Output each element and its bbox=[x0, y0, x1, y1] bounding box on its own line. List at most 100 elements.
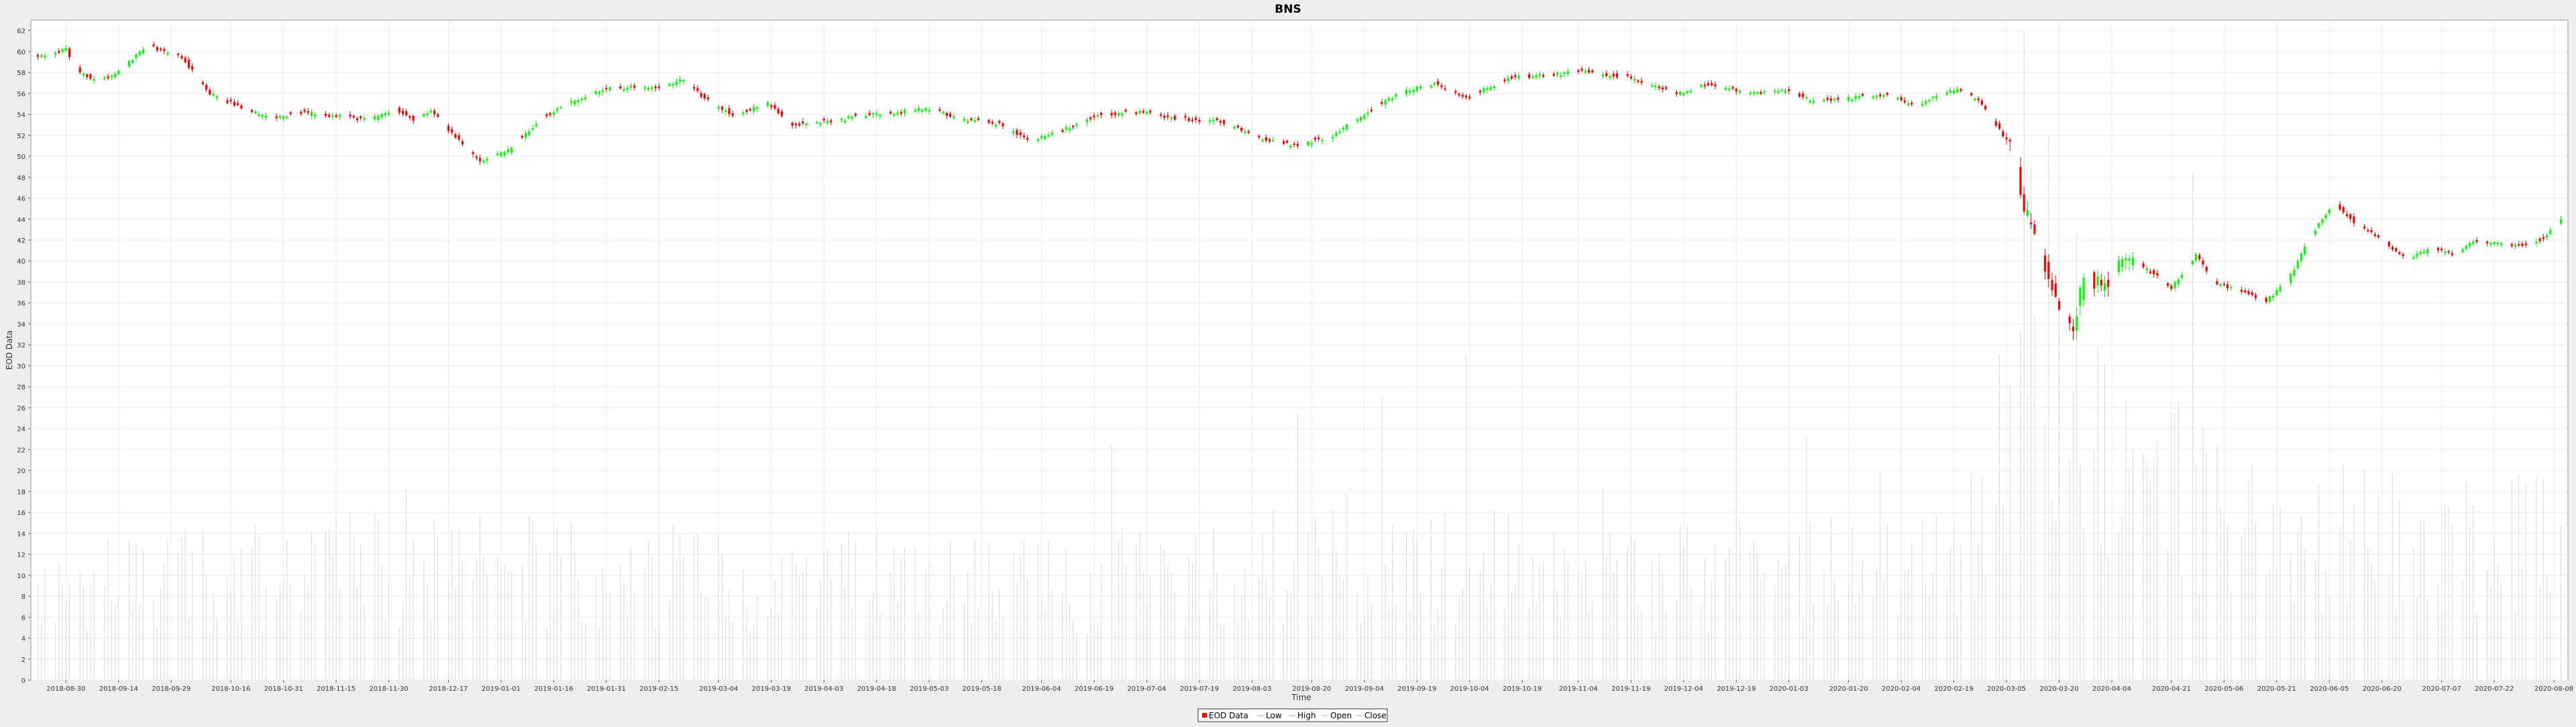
candle-body bbox=[2367, 230, 2369, 231]
y-tick-label: 14 bbox=[17, 530, 25, 538]
candle-body bbox=[766, 102, 769, 107]
y-tick-label: 18 bbox=[17, 489, 25, 496]
candle-body bbox=[2096, 276, 2099, 286]
candle-body bbox=[2447, 251, 2450, 253]
candle-body bbox=[2510, 243, 2513, 246]
candle-body bbox=[1440, 85, 1443, 87]
candle-body bbox=[728, 108, 731, 115]
candle-body bbox=[1872, 96, 1874, 99]
x-tick-label: 2020-01-03 bbox=[1770, 685, 1809, 693]
candle-body bbox=[1812, 101, 1815, 103]
candle-body bbox=[138, 52, 141, 56]
candle-body bbox=[1563, 72, 1566, 74]
candle-body bbox=[545, 114, 548, 117]
legend-label: EOD Data bbox=[1209, 711, 1248, 720]
candle-body bbox=[1212, 119, 1215, 122]
candle-body bbox=[647, 88, 650, 90]
candle-body bbox=[454, 133, 457, 138]
candle-body bbox=[1935, 96, 1938, 99]
candle-body bbox=[731, 113, 734, 116]
candle-body bbox=[1286, 140, 1289, 143]
candle-body bbox=[770, 105, 773, 107]
candle-body bbox=[254, 111, 257, 113]
candle-body bbox=[184, 58, 186, 62]
candle-body bbox=[1167, 115, 1169, 117]
candle-body bbox=[1903, 100, 1906, 103]
candle-body bbox=[2472, 241, 2475, 244]
candle-body bbox=[2398, 251, 2401, 254]
candle-body bbox=[1412, 89, 1415, 93]
candle-body bbox=[1823, 99, 1825, 101]
candle-body bbox=[86, 74, 89, 77]
candle-body bbox=[1096, 115, 1099, 117]
candle-body bbox=[1678, 92, 1682, 95]
candle-body bbox=[2475, 240, 2478, 242]
candle-body bbox=[215, 96, 218, 99]
x-tick-label: 2018-11-30 bbox=[369, 685, 408, 693]
x-tick-label: 2019-05-18 bbox=[963, 685, 1002, 693]
candle-body bbox=[2279, 286, 2282, 292]
y-tick-label: 22 bbox=[17, 447, 25, 454]
candle-body bbox=[2019, 166, 2022, 195]
candle-body bbox=[1626, 74, 1629, 76]
candle-body bbox=[2125, 258, 2127, 261]
x-tick-label: 2018-11-15 bbox=[317, 685, 356, 693]
candle-body bbox=[2363, 226, 2366, 229]
candle-body bbox=[1310, 142, 1313, 145]
candle-body bbox=[156, 47, 158, 51]
candle-body bbox=[2247, 291, 2250, 294]
candle-body bbox=[1507, 77, 1509, 82]
candle-body bbox=[1960, 89, 1962, 91]
candle-body bbox=[1419, 87, 1422, 89]
x-tick-label: 2019-09-04 bbox=[1345, 685, 1384, 693]
candle-body bbox=[1479, 91, 1481, 93]
candle-body bbox=[1159, 114, 1162, 116]
y-tick-label: 44 bbox=[17, 217, 25, 224]
candle-body bbox=[1503, 79, 1506, 82]
candle-body bbox=[2465, 245, 2467, 249]
candle-body bbox=[54, 52, 57, 55]
candle-body bbox=[745, 109, 748, 112]
x-tick-label: 2018-10-16 bbox=[211, 685, 250, 693]
candle-body bbox=[1012, 131, 1015, 133]
candle-body bbox=[847, 116, 850, 119]
candle-body bbox=[1788, 89, 1790, 91]
candle-body bbox=[1458, 93, 1460, 96]
candle-body bbox=[2100, 280, 2102, 286]
candle-body bbox=[2324, 215, 2327, 219]
x-tick-label: 2019-11-19 bbox=[1611, 685, 1650, 693]
candle-body bbox=[2489, 243, 2492, 245]
candle-body bbox=[405, 111, 408, 115]
candle-body bbox=[2486, 241, 2489, 243]
candle-body bbox=[2216, 281, 2218, 285]
candle-body bbox=[903, 109, 906, 114]
candle-body bbox=[1444, 88, 1446, 90]
candle-body bbox=[131, 60, 134, 63]
x-tick-label: 2019-12-19 bbox=[1717, 685, 1756, 693]
candle-body bbox=[142, 49, 144, 54]
x-tick-label: 2019-10-04 bbox=[1450, 685, 1489, 693]
candle-body bbox=[605, 87, 608, 90]
candle-body bbox=[2145, 268, 2148, 271]
candle-body bbox=[2314, 230, 2316, 235]
candle-body bbox=[528, 131, 531, 135]
candle-body bbox=[300, 111, 303, 114]
candle-body bbox=[1019, 132, 1022, 135]
candle-body bbox=[1002, 123, 1004, 127]
candle-body bbox=[2043, 255, 2047, 272]
candle-body bbox=[2191, 260, 2194, 265]
candle-body bbox=[237, 103, 239, 105]
candle-body bbox=[2226, 284, 2229, 288]
candle-body bbox=[289, 112, 292, 115]
candle-body bbox=[1261, 139, 1264, 142]
y-tick-label: 26 bbox=[17, 405, 25, 412]
candle-body bbox=[1089, 117, 1092, 119]
candle-body bbox=[258, 114, 260, 116]
candle-body bbox=[2321, 219, 2324, 223]
candle-body bbox=[2240, 290, 2243, 292]
candle-body bbox=[135, 54, 138, 58]
candle-body bbox=[2514, 244, 2517, 247]
candle-body bbox=[574, 100, 576, 105]
candle-body bbox=[44, 55, 46, 58]
legend-label: Open bbox=[1330, 711, 1352, 720]
